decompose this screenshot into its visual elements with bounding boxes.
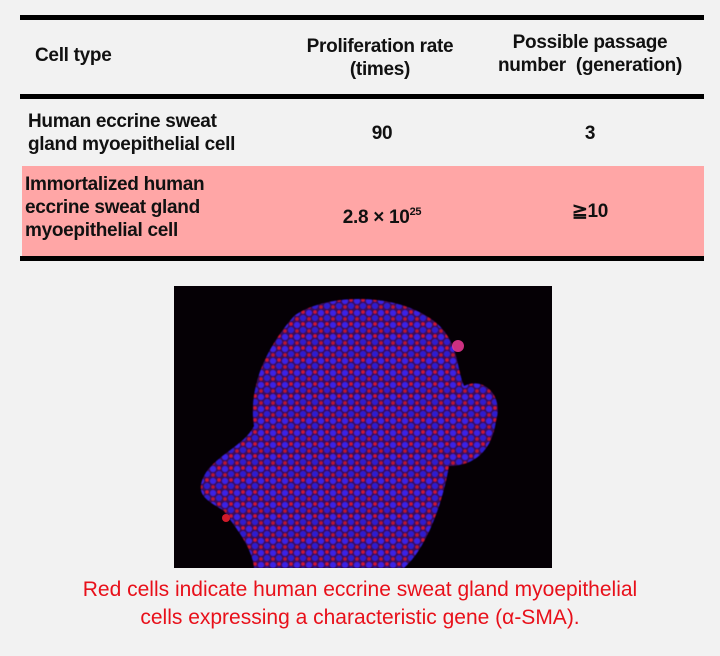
header-text: Cell type xyxy=(35,45,112,66)
figure-caption: Red cells indicate human eccrine sweat g… xyxy=(0,576,720,632)
cell-text: myoepithelial cell xyxy=(25,220,178,241)
table-bottom-rule xyxy=(20,256,704,261)
header-text: (times) xyxy=(349,59,411,80)
header-text: number (generation) xyxy=(497,55,682,76)
header-cell-type: Cell type xyxy=(35,44,112,67)
proliferation-rate: 90 xyxy=(371,123,393,144)
cell-text: Immortalized human xyxy=(25,174,205,195)
passage-number: 3 xyxy=(584,123,596,144)
row-highlight xyxy=(22,166,704,257)
cell-text: gland myoepithelial cell xyxy=(28,134,236,155)
cell-text: eccrine sweat gland xyxy=(25,197,200,218)
rate-exponent: 25 xyxy=(409,206,422,218)
header-text: Possible passage xyxy=(512,32,668,53)
cell-colony-image xyxy=(200,298,498,568)
cell-type: Human eccrine sweat gland myoepithelial … xyxy=(28,110,235,156)
header-bottom-rule xyxy=(20,94,704,99)
caption-line: cells expressing a characteristic gene (… xyxy=(140,606,580,629)
header-text: Proliferation rate xyxy=(306,36,454,57)
rate-base: 2.8 × 10 xyxy=(342,207,410,228)
fluorescence-micrograph xyxy=(174,286,552,568)
cell-type: Immortalized human eccrine sweat gland m… xyxy=(25,173,205,242)
passage-number: ≧10 xyxy=(571,201,609,222)
header-passage-number: Possible passage number (generation) xyxy=(480,31,700,77)
header-proliferation-rate: Proliferation rate (times) xyxy=(280,35,480,81)
cell-text: Human eccrine sweat xyxy=(28,111,217,132)
proliferation-rate: 2.8 × 1025 xyxy=(282,201,482,229)
table-top-rule xyxy=(20,15,704,20)
caption-line: Red cells indicate human eccrine sweat g… xyxy=(82,578,638,601)
